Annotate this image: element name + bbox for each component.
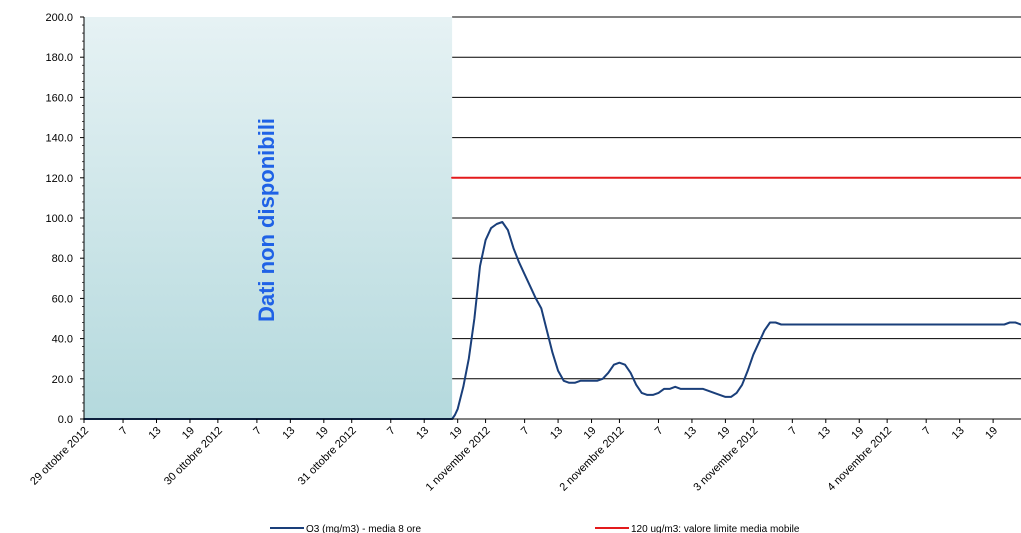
x-tick-label: 7	[653, 425, 666, 438]
x-tick-label: 19	[849, 425, 866, 442]
no-data-box	[84, 17, 453, 419]
x-tick-label: 19	[983, 425, 1000, 442]
y-tick-label: 180.0	[45, 52, 73, 64]
y-axis: 0.0 20.0 40.0 60.0 80.0 100.0 120.0 140.0 160.0 1…	[45, 12, 85, 426]
legend-label: O3 (mg/m3) - media 8 ore	[306, 524, 421, 533]
x-tick-label: 13	[682, 425, 699, 442]
x-tick-label: 19	[448, 425, 465, 442]
series-o3-line	[83, 221, 1021, 420]
x-tick-label: 13	[414, 425, 431, 442]
y-tick-label: 60.0	[52, 293, 73, 305]
x-tick-label: 13	[280, 425, 297, 442]
y-tick-label: 80.0	[52, 253, 73, 265]
x-tick-label: 7	[787, 425, 800, 438]
x-tick-label: 13	[548, 425, 565, 442]
y-tick-label: 200.0	[45, 12, 73, 24]
x-tick-label: 19	[314, 425, 331, 442]
y-tick-label: 20.0	[52, 374, 73, 386]
y-tick-label: 100.0	[45, 213, 73, 225]
x-tick-label: 13	[146, 425, 163, 442]
x-tick-label: 7	[920, 425, 933, 438]
no-data-region: Dati non disponibili	[84, 17, 453, 419]
x-tick-label: 7	[251, 425, 264, 438]
x-tick-label: 13	[950, 425, 967, 442]
x-tick-label: 19	[582, 425, 599, 442]
x-tick-label: 7	[519, 425, 532, 438]
x-tick-label: 7	[385, 425, 398, 438]
legend: O3 (mg/m3) - media 8 ore 120 ug/m3: valor…	[270, 524, 800, 533]
y-tick-label: 140.0	[45, 133, 73, 145]
x-tick-label: 7	[117, 425, 130, 438]
no-data-label: Dati non disponibili	[254, 118, 279, 322]
legend-label: 120 ug/m3: valore limite media mobile	[631, 524, 800, 533]
y-tick-label: 0.0	[58, 414, 73, 426]
y-tick-label: 120.0	[45, 173, 73, 185]
x-tick-label: 13	[816, 425, 833, 442]
y-tick-label: 160.0	[45, 92, 73, 104]
y-tick-label: 40.0	[52, 334, 73, 346]
x-tick-label: 19	[180, 425, 197, 442]
x-tick-label: 29 ottobre 2012	[28, 425, 91, 488]
x-tick-label: 19	[715, 425, 732, 442]
series-layer	[83, 176, 1021, 420]
